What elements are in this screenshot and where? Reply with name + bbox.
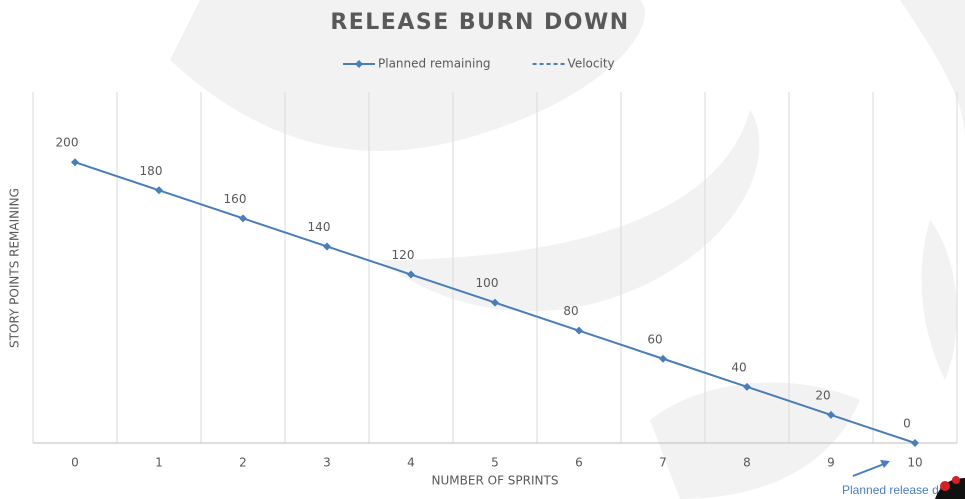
data-label: 160 [224, 192, 247, 206]
data-label: 120 [392, 248, 415, 262]
data-label: 60 [647, 332, 662, 346]
x-tick-label: 6 [575, 456, 583, 470]
point-marker [323, 242, 331, 251]
point-marker [659, 354, 667, 363]
annotation: Planned release date [842, 483, 956, 497]
data-label: 200 [56, 136, 79, 150]
data-label: 20 [815, 388, 830, 402]
data-label: 180 [140, 164, 163, 178]
point-marker [911, 439, 919, 447]
data-label: 100 [476, 276, 499, 290]
logo [935, 476, 965, 499]
arrow-head [880, 460, 890, 468]
annotation-arrow [852, 463, 885, 477]
point-marker [239, 214, 247, 223]
data-label: 40 [731, 360, 746, 374]
point-marker [491, 298, 499, 307]
point-marker [71, 158, 79, 167]
legend-marker [355, 60, 363, 68]
point-marker [575, 326, 583, 335]
legend-label: Velocity [568, 57, 615, 71]
x-axis-label: NUMBER OF SPRINTS [432, 474, 559, 488]
x-tick-label: 2 [239, 456, 247, 470]
point-marker [407, 270, 415, 279]
x-tick-label: 7 [659, 456, 667, 470]
legend-label: Planned remaining [378, 57, 491, 71]
x-tick-label: 1 [155, 456, 163, 470]
x-tick-label: 5 [491, 456, 499, 470]
y-axis-label: STORY POINTS REMAINING [8, 188, 22, 348]
point-marker [743, 382, 751, 391]
watermark [170, 0, 965, 499]
data-label: 0 [903, 417, 911, 431]
x-tick-label: 4 [407, 456, 415, 470]
point-marker [827, 410, 835, 419]
x-tick-label: 3 [323, 456, 331, 470]
x-tick-label: 10 [907, 456, 922, 470]
data-label: 80 [563, 304, 578, 318]
chart-title: RELEASE BURN DOWN [330, 10, 629, 35]
x-tick-label: 9 [827, 456, 835, 470]
point-marker [155, 186, 163, 195]
x-tick-label: 0 [71, 456, 79, 470]
x-tick-label: 8 [743, 456, 751, 470]
data-label: 140 [308, 220, 331, 234]
